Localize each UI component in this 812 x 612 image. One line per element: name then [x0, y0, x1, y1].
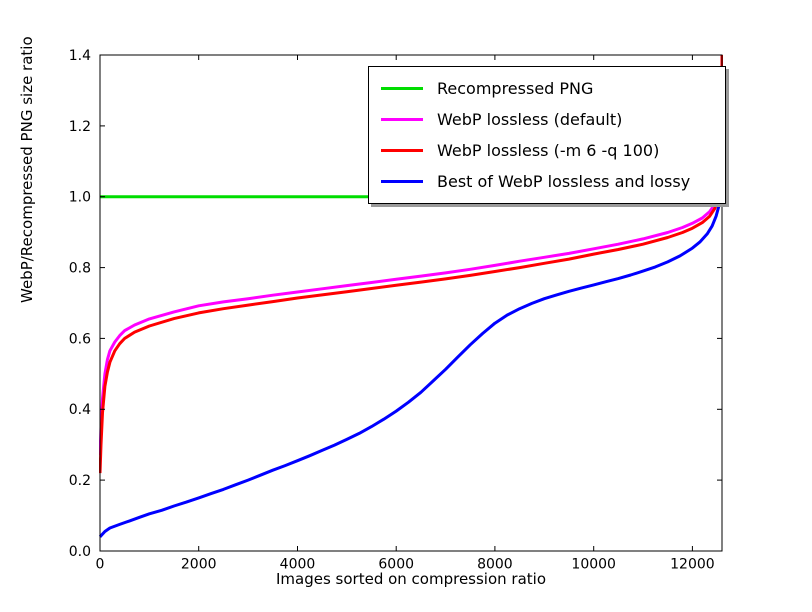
y-tick-label: 1.0	[69, 190, 91, 206]
x-tick-label: 12000	[670, 557, 715, 573]
y-tick-label: 0.8	[69, 261, 91, 277]
y-tick-label: 0.0	[69, 544, 91, 560]
legend-entry: WebP lossless (default)	[381, 108, 709, 131]
x-tick-label: 6000	[378, 557, 414, 573]
y-axis-ticks: 0.0 0.2 0.4 0.6 0.8 1.0 1.2 1.4	[69, 48, 722, 560]
axis-frame	[99, 54, 723, 552]
x-tick-label: 8000	[477, 557, 513, 573]
series-line-2	[99, 54, 723, 474]
legend-label: Best of WebP lossless and lossy	[437, 172, 691, 191]
x-axis-ticks: 0 2000 4000 6000 8000 10000 12000	[96, 55, 715, 573]
series-line-1	[99, 54, 723, 456]
x-axis-label: Images sorted on compression ratio	[275, 570, 547, 588]
y-tick-label: 0.2	[69, 473, 91, 489]
y-tick-label: 1.2	[69, 119, 91, 135]
legend-entry: WebP lossless (-m 6 -q 100)	[381, 139, 709, 162]
legend-line-swatch	[381, 180, 423, 183]
y-tick-label: 1.4	[69, 48, 91, 64]
legend: Recompressed PNG WebP lossless (default) W…	[368, 66, 726, 204]
legend-line-swatch	[381, 149, 423, 152]
legend-entry: Best of WebP lossless and lossy	[381, 170, 709, 193]
x-tick-label: 0	[96, 557, 105, 573]
legend-label: WebP lossless (default)	[437, 110, 623, 129]
y-tick-label: 0.4	[69, 402, 91, 418]
x-tick-label: 2000	[181, 557, 217, 573]
legend-line-swatch	[381, 118, 423, 121]
x-tick-label: 10000	[571, 557, 616, 573]
legend-label: WebP lossless (-m 6 -q 100)	[437, 141, 660, 160]
y-tick-label: 0.6	[69, 331, 91, 347]
series-line-3	[99, 143, 723, 538]
x-tick-label: 4000	[280, 557, 316, 573]
legend-line-swatch	[381, 87, 423, 90]
legend-label: Recompressed PNG	[437, 79, 594, 98]
legend-entry: Recompressed PNG	[381, 77, 709, 100]
